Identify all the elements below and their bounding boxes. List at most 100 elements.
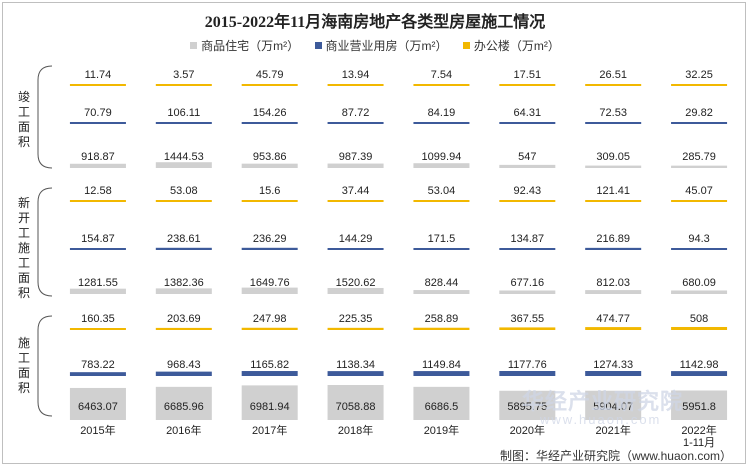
data-label-g3-s2-6: 1177.76 bbox=[508, 359, 547, 371]
bar-g3-s1-3 bbox=[241, 327, 298, 330]
bar-g2-s3-6 bbox=[499, 290, 556, 294]
bar-g1-s2-4 bbox=[327, 122, 384, 124]
data-label-g2-s1-2: 53.08 bbox=[170, 185, 198, 197]
bar-g2-s3-2 bbox=[155, 288, 212, 294]
bar-g2-s1-6 bbox=[499, 200, 556, 202]
data-label-g2-s3-5: 828.44 bbox=[425, 277, 459, 289]
bar-g1-s2-5 bbox=[413, 122, 470, 124]
bar-g3-s2-1 bbox=[69, 372, 126, 376]
bar-g1-s2-7 bbox=[585, 122, 642, 124]
data-label-g3-s3-5: 6686.5 bbox=[425, 401, 459, 413]
bar-g3-s3-3 bbox=[241, 385, 298, 420]
bar-g2-s1-3 bbox=[241, 200, 298, 202]
source-footer: 制图：华经产业研究院（www.huaon.com） bbox=[499, 449, 732, 463]
legend-label-commercial: 商业营业用房（万m²） bbox=[325, 39, 448, 53]
bar-g3-s3-1 bbox=[69, 387, 126, 420]
data-label-g3-s1-7: 474.77 bbox=[596, 313, 630, 325]
x-tick-label-5: 2019年 bbox=[424, 423, 459, 437]
bar-g2-s3-7 bbox=[585, 290, 642, 294]
bar-g3-s3-7 bbox=[585, 390, 642, 420]
group-label-1-char-4: 积 bbox=[17, 135, 30, 149]
data-label-g3-s2-5: 1149.84 bbox=[422, 359, 461, 371]
bar-g3-s1-5 bbox=[413, 327, 470, 330]
bar-g2-s2-4 bbox=[327, 248, 384, 250]
data-label-g2-s2-5: 171.5 bbox=[428, 233, 456, 245]
data-label-g2-s3-8: 680.09 bbox=[682, 277, 716, 289]
bar-g3-s2-5 bbox=[413, 371, 470, 376]
data-label-g3-s3-6: 5895.75 bbox=[507, 401, 547, 413]
bar-g3-s2-2 bbox=[155, 371, 212, 376]
data-label-g3-s2-1: 783.22 bbox=[81, 359, 115, 371]
group-label-2-char-1: 新 bbox=[17, 196, 30, 210]
data-label-g2-s2-1: 154.87 bbox=[81, 233, 115, 245]
legend-label-office: 办公楼（万m²） bbox=[473, 39, 560, 53]
bar-g2-s2-1 bbox=[69, 248, 126, 250]
bar-g3-s1-7 bbox=[585, 327, 642, 330]
data-label-g2-s1-8: 45.07 bbox=[685, 185, 713, 197]
legend-item-office: 办公楼（万m²） bbox=[462, 37, 560, 54]
bar-g2-s2-5 bbox=[413, 247, 470, 250]
data-label-g3-s2-8: 1142.98 bbox=[680, 359, 719, 371]
bar-g1-s3-1 bbox=[69, 163, 126, 168]
bar-g3-s2-6 bbox=[499, 371, 556, 376]
bar-g3-s1-4 bbox=[327, 327, 384, 330]
data-label-g1-s2-7: 72.53 bbox=[599, 107, 627, 119]
data-label-g3-s2-4: 1138.34 bbox=[336, 359, 375, 371]
x-tick-label-2: 2016年 bbox=[166, 423, 201, 437]
group-label-1-char-3: 面 bbox=[17, 120, 30, 134]
bar-g1-s1-5 bbox=[413, 84, 470, 86]
data-label-g2-s2-7: 216.89 bbox=[596, 233, 630, 245]
bar-g2-s1-4 bbox=[327, 200, 384, 202]
bar-g1-s2-6 bbox=[499, 122, 556, 124]
chart-title: 2015-2022年11月海南房地产各类型房屋施工情况 bbox=[204, 14, 546, 31]
bar-g1-s2-8 bbox=[671, 122, 728, 124]
data-label-g1-s1-6: 17.51 bbox=[514, 69, 542, 81]
bar-g1-s2-2 bbox=[155, 122, 212, 124]
data-label-g2-s3-6: 677.16 bbox=[510, 277, 544, 289]
bar-g1-s3-8 bbox=[671, 165, 728, 168]
bar-g1-s1-1 bbox=[69, 84, 126, 86]
data-label-g1-s1-8: 32.25 bbox=[685, 69, 713, 81]
legend-swatch-office bbox=[462, 42, 470, 49]
data-label-g1-s1-5: 7.54 bbox=[431, 69, 452, 81]
x-tick-label-8-line-1: 2022年 bbox=[681, 423, 716, 437]
bar-g3-s3-5 bbox=[413, 386, 470, 420]
data-label-g1-s1-4: 13.94 bbox=[342, 69, 370, 81]
data-label-g2-s3-1: 1281.55 bbox=[78, 277, 118, 289]
data-label-g1-s3-4: 987.39 bbox=[339, 151, 373, 163]
data-label-g2-s1-5: 53.04 bbox=[428, 185, 456, 197]
bar-g3-s1-2 bbox=[155, 327, 212, 330]
bar-g3-s2-3 bbox=[241, 371, 298, 376]
bar-g1-s2-3 bbox=[241, 122, 298, 124]
data-label-g3-s1-1: 160.35 bbox=[81, 313, 115, 325]
bar-g2-s2-6 bbox=[499, 248, 556, 250]
bar-g3-s3-8 bbox=[671, 390, 728, 420]
bar-g2-s3-8 bbox=[671, 290, 728, 294]
data-label-g3-s2-2: 968.43 bbox=[167, 359, 201, 371]
data-label-g3-s3-8: 5951.8 bbox=[682, 401, 716, 413]
data-label-g1-s3-7: 309.05 bbox=[596, 151, 630, 163]
data-label-g2-s2-6: 134.87 bbox=[510, 233, 544, 245]
x-tick-label-8-line-2: 1-11月 bbox=[683, 437, 715, 449]
data-label-g1-s2-5: 84.19 bbox=[428, 107, 456, 119]
bar-g1-s1-2 bbox=[155, 84, 212, 86]
group-label-1: 竣工面积 bbox=[16, 90, 32, 150]
data-label-g3-s2-3: 1165.82 bbox=[250, 359, 289, 371]
group-label-2: 新开工施工面积 bbox=[16, 196, 32, 301]
data-label-g1-s2-1: 70.79 bbox=[84, 107, 112, 119]
data-label-g3-s3-2: 6685.96 bbox=[164, 401, 204, 413]
group-label-3-char-2: 工 bbox=[17, 351, 30, 365]
bar-g2-s1-7 bbox=[585, 200, 642, 202]
data-label-g3-s1-4: 225.35 bbox=[339, 313, 373, 325]
data-label-g3-s3-1: 6463.07 bbox=[78, 401, 118, 413]
data-label-g3-s1-6: 367.55 bbox=[510, 313, 544, 325]
bar-g3-s3-4 bbox=[327, 385, 384, 420]
data-label-g2-s3-4: 1520.62 bbox=[336, 277, 376, 289]
x-tick-label-4: 2018年 bbox=[338, 423, 373, 437]
data-label-g1-s1-3: 45.79 bbox=[256, 69, 284, 81]
group-label-3-char-3: 面 bbox=[17, 366, 30, 380]
bar-g2-s2-8 bbox=[671, 248, 728, 250]
bar-g2-s2-2 bbox=[155, 247, 212, 250]
bar-g1-s1-7 bbox=[585, 84, 642, 86]
